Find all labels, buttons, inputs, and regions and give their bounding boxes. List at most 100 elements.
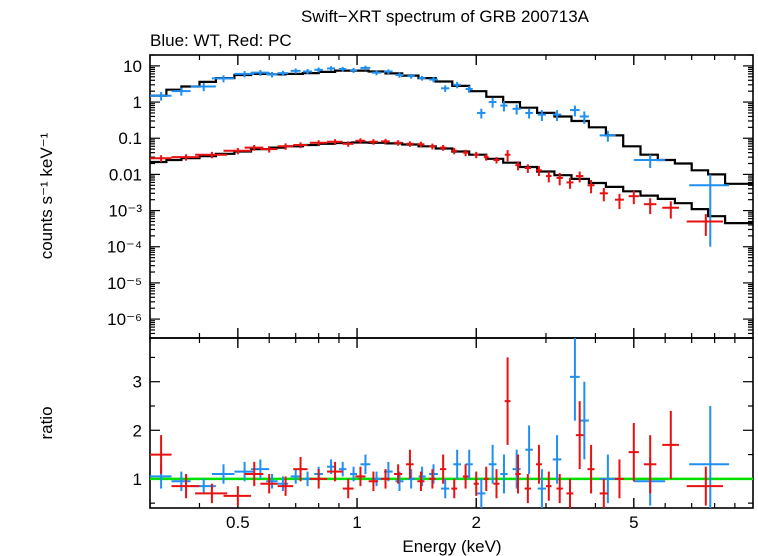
ratio-point-pc	[429, 469, 436, 489]
ratio-point-pc	[662, 410, 679, 479]
x-tick-label: 2	[472, 513, 481, 532]
chart-title: Swift−XRT spectrum of GRB 200713A	[301, 7, 590, 26]
ratio-point-wt	[599, 454, 616, 504]
ratio-point-pc	[451, 478, 458, 499]
ratio-point-pc	[293, 457, 308, 482]
ratio-point-wt	[512, 449, 521, 489]
data-point-wt	[429, 77, 438, 83]
data-point-pc	[417, 141, 425, 148]
ratio-point-wt	[266, 474, 278, 489]
ratio-point-pc	[628, 423, 639, 482]
data-point-wt	[251, 69, 270, 76]
ratio-point-pc	[643, 435, 657, 494]
ratio-point-wt	[465, 449, 473, 479]
data-point-pc	[277, 143, 294, 150]
ratio-point-pc	[406, 449, 414, 479]
data-point-wt	[488, 97, 497, 108]
ratio-point-pc	[524, 474, 531, 504]
ratio-point-pc	[439, 454, 447, 484]
bottom-plot-frame	[149, 337, 754, 509]
data-point-pc	[462, 149, 469, 157]
ratio-point-wt	[525, 425, 533, 474]
data-point-pc	[293, 142, 308, 149]
ratio-point-pc	[368, 471, 379, 491]
data-point-wt	[190, 82, 216, 92]
data-point-wt	[395, 72, 404, 78]
y-tick-label: 1	[133, 93, 142, 112]
data-point-pc	[429, 143, 436, 150]
bottom-panel: 1 2 3 0.5 1 2 5 ratio	[37, 337, 754, 532]
top-plot-frame	[149, 54, 754, 339]
ratio-point-pc	[417, 471, 425, 491]
data-point-pc	[381, 138, 390, 145]
ratio-point-pc	[504, 357, 511, 445]
ratio-point-wt	[569, 338, 580, 421]
x-tick-label: 5	[629, 513, 638, 532]
ratio-point-wt	[211, 464, 235, 484]
y-tick-label: 1	[133, 470, 142, 489]
data-point-pc	[515, 161, 521, 171]
y-tick-label: 10⁻⁶	[107, 310, 142, 329]
data-point-wt	[150, 91, 172, 101]
model-line	[150, 69, 753, 185]
ratio-point-wt	[338, 461, 347, 477]
ratio-point-pc	[277, 476, 294, 496]
data-point-pc	[575, 171, 584, 183]
data-point-wt	[477, 108, 486, 119]
data-point-pc	[406, 141, 414, 147]
data-point-pc	[686, 214, 724, 236]
ratio-point-pc	[535, 444, 542, 484]
ratio-point-pc	[355, 466, 366, 487]
data-point-wt	[500, 101, 508, 112]
ratio-point-pc	[515, 454, 521, 494]
data-point-pc	[451, 147, 458, 155]
data-point-wt	[350, 67, 358, 73]
x-axis-label: Energy (keV)	[402, 537, 501, 556]
ratio-point-pc	[599, 478, 608, 508]
data-point-pc	[643, 198, 657, 215]
ratio-point-wt	[477, 478, 486, 508]
x-tick-label: 0.5	[226, 513, 250, 532]
y-tick-label: 3	[133, 373, 142, 392]
ratio-point-pc	[309, 469, 328, 489]
data-point-wt	[314, 67, 323, 73]
ratio-point-pc	[462, 464, 469, 489]
data-point-wt	[512, 104, 521, 115]
ratio-point-pc	[614, 459, 624, 499]
ratio-point-pc	[244, 461, 264, 487]
ratio-point-pc	[545, 471, 552, 501]
data-point-pc	[150, 155, 172, 163]
y-tick-label: 10⁻³	[108, 202, 142, 221]
ratio-point-pc	[381, 469, 390, 489]
data-point-wt	[599, 130, 616, 142]
data-point-wt	[327, 66, 336, 72]
top-models	[150, 69, 753, 225]
data-point-wt	[371, 70, 382, 76]
ratio-point-wt	[290, 469, 301, 484]
data-point-pc	[628, 190, 639, 205]
ratio-point-pc	[483, 466, 489, 491]
ratio-point-pc	[473, 471, 479, 496]
ratio-point-pc	[556, 474, 563, 504]
ratio-point-wt	[234, 461, 255, 482]
data-point-pc	[545, 171, 552, 183]
data-point-wt	[302, 69, 313, 75]
data-point-wt	[525, 108, 533, 119]
data-point-pc	[535, 166, 542, 177]
data-point-pc	[394, 140, 403, 146]
bottom-y-axis-label: ratio	[37, 406, 56, 439]
data-point-wt	[384, 69, 393, 74]
ratio-point-wt	[171, 471, 191, 491]
data-point-wt	[277, 70, 289, 76]
data-point-pc	[662, 201, 679, 219]
data-point-wt	[537, 110, 546, 121]
data-point-pc	[504, 150, 511, 162]
ratio-point-wt	[418, 466, 426, 487]
ratio-point-wt	[579, 381, 589, 460]
y-tick-label: 10	[123, 57, 142, 76]
ratio-point-pc	[394, 464, 403, 484]
data-point-pc	[524, 164, 531, 173]
ratio-point-wt	[488, 444, 497, 484]
data-point-pc	[483, 154, 489, 161]
